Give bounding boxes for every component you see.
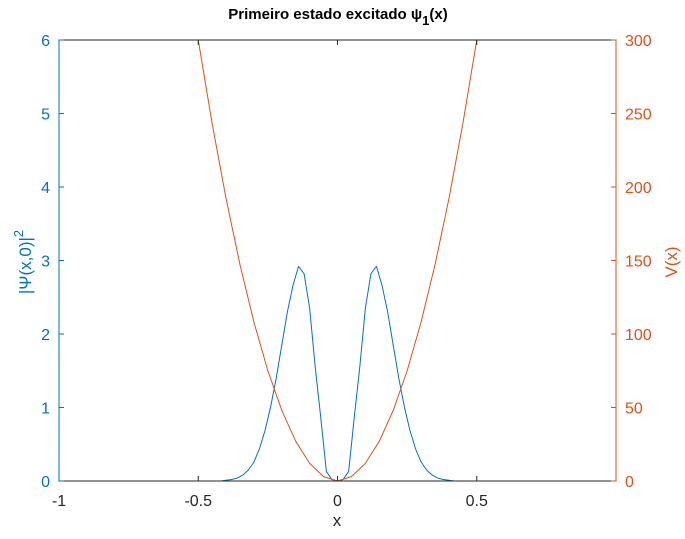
y-left-tick-label: 1: [41, 401, 50, 418]
x-tick-label: -1: [52, 493, 66, 510]
chart-title: Primeiro estado excitado ψ1(x): [228, 6, 447, 28]
x-axis-label: x: [333, 511, 342, 530]
y-right-tick-label: 250: [625, 107, 652, 124]
y-axis-left-label-main: |Ψ(x,0)|: [16, 237, 35, 294]
y-axis-left-label-superscript: 2: [11, 230, 26, 237]
y-right-tick-label: 200: [625, 180, 652, 197]
y-right-tick-label: 150: [625, 254, 652, 271]
y-right-tick-label: 100: [625, 327, 652, 344]
plot-area-frame: [58, 39, 617, 482]
y-left-tick-label: 5: [41, 107, 50, 124]
y-axis-right-label: V(x): [662, 246, 681, 277]
y-left-tick-label: 6: [41, 33, 50, 50]
y-axis-left-label: |Ψ(x,0)|2: [11, 230, 35, 294]
psi-squared-line: [214, 265, 461, 482]
y-left-tick-label: 2: [41, 327, 50, 344]
potential-line: [197, 39, 478, 482]
x-tick-label: 0: [333, 493, 342, 510]
x-tick-label: -0.5: [184, 493, 212, 510]
y-left-tick-label: 0: [41, 474, 50, 491]
y-left-tick-label: 3: [41, 254, 50, 271]
x-tick-label: 0.5: [466, 493, 488, 510]
chart-title-main: Primeiro estado excitado ψ: [228, 6, 422, 23]
chart-title-suffix: (x): [429, 6, 447, 23]
y-right-tick-label: 0: [625, 474, 634, 491]
y-left-tick-label: 4: [41, 180, 50, 197]
chart-title-subscript: 1: [422, 13, 429, 28]
y-right-tick-label: 300: [625, 33, 652, 50]
y-right-tick-label: 50: [625, 401, 643, 418]
